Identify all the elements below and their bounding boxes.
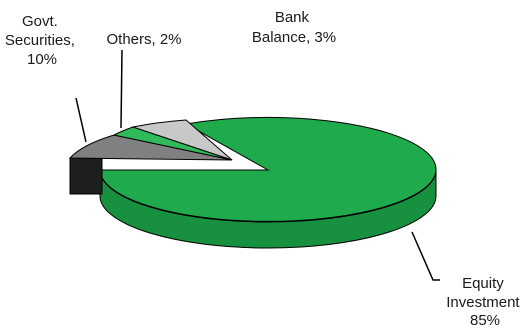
label-bank-balance: Bank Balance, 3% [252, 9, 336, 46]
slice-equity-top [99, 116, 437, 222]
label-equity-line2: Investment [446, 294, 520, 311]
label-bank-line1: Bank [275, 9, 310, 26]
label-equity-investment: Equity Investment 85% [446, 275, 524, 329]
label-govt-line1: Govt. [22, 13, 58, 30]
slice-bank-top [131, 119, 233, 161]
label-others: Others, 2% [106, 31, 181, 48]
label-govt-line2: Securities, [5, 32, 75, 49]
slice-govt-top [68, 134, 233, 161]
label-equity-line1: Equity [462, 275, 504, 292]
leader-line-govt [75, 97, 87, 143]
label-govt-securities: Govt. Securities, 10% [5, 13, 79, 68]
slice-govt-side [69, 157, 103, 195]
slice-govt-securities [68, 134, 233, 195]
label-equity-line3: 85% [470, 312, 500, 329]
slice-equity-side [99, 169, 437, 249]
label-others-line1: Others, 2% [106, 31, 181, 48]
leader-line-equity [411, 231, 440, 281]
slice-bank-balance [131, 119, 233, 161]
slice-equity-investment [99, 116, 437, 249]
leader-line-others [120, 49, 123, 129]
label-bank-line2: Balance, 3% [252, 29, 336, 46]
label-govt-line3: 10% [27, 51, 57, 68]
